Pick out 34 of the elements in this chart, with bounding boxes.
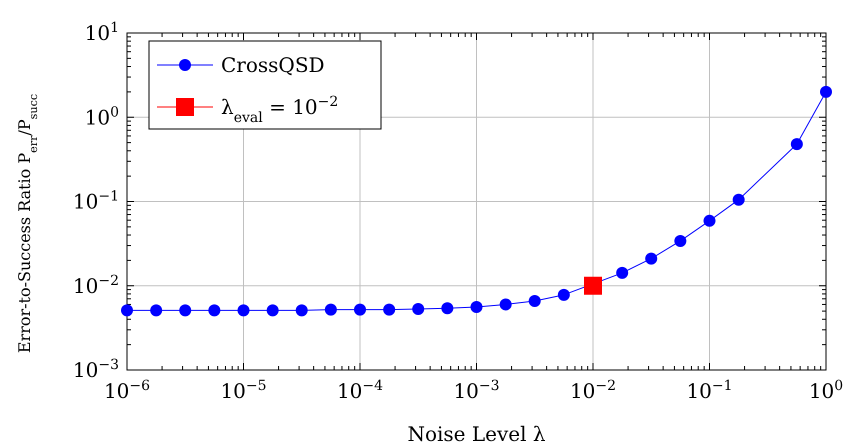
point xyxy=(441,302,454,314)
point xyxy=(208,304,220,316)
point xyxy=(528,294,541,307)
y-tick-label: 10$^{−2}$ xyxy=(72,272,119,298)
point xyxy=(121,304,133,316)
point xyxy=(150,304,162,316)
x-tick-label: 10$^{−4}$ xyxy=(336,378,384,403)
y-tick-label: 10$^{0}$ xyxy=(84,104,119,130)
x-axis-title: Noise Level λ xyxy=(407,422,546,446)
point xyxy=(558,288,570,301)
point xyxy=(732,194,745,206)
x-tick-label: 10$^{−2}$ xyxy=(570,378,616,403)
x-tick-label: 10$^{0}$ xyxy=(808,378,844,403)
x-tick-label: 10$^{−5}$ xyxy=(220,378,267,403)
x-tick-label: 10$^{−1}$ xyxy=(686,378,733,403)
point xyxy=(179,304,192,316)
point xyxy=(674,234,686,247)
point xyxy=(296,304,308,316)
point xyxy=(470,300,482,313)
point xyxy=(354,304,366,316)
y-tick-label: 10$^{−1}$ xyxy=(72,188,119,214)
point xyxy=(704,214,716,227)
point xyxy=(266,304,279,316)
y-tick-label: 10$^{1}$ xyxy=(84,20,119,45)
legend-label: λ$_{eval}$ = 10$^{−2}$ xyxy=(221,94,338,126)
legend-label: CrossQSD xyxy=(221,53,325,77)
point xyxy=(500,298,512,310)
point xyxy=(645,252,658,265)
point xyxy=(324,304,337,316)
point xyxy=(383,304,396,316)
point xyxy=(412,302,424,315)
point xyxy=(616,266,628,279)
point xyxy=(238,304,250,316)
x-tick-label: 10$^{−3}$ xyxy=(453,378,500,403)
